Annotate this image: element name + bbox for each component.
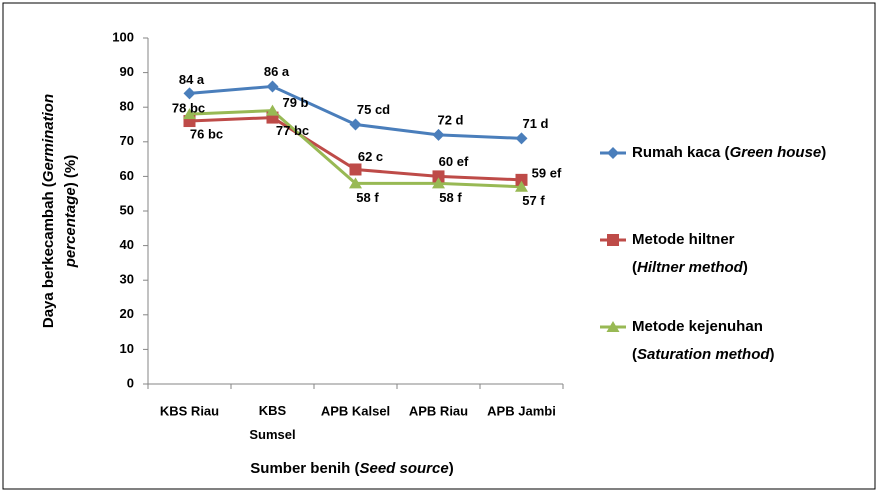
- x-tick-label: APB Jambi: [487, 403, 556, 418]
- point: [349, 177, 362, 189]
- x-tick-label: APB Riau: [409, 403, 468, 418]
- data-label: 72 d: [437, 112, 463, 127]
- point: [349, 118, 362, 131]
- point: [266, 80, 279, 93]
- data-label: 84 a: [179, 72, 205, 87]
- x-tick-label: KBS Sumsel: [249, 403, 295, 442]
- y-tick-label: 90: [120, 64, 134, 79]
- point: [607, 234, 619, 246]
- data-label: 59 ef: [532, 165, 562, 180]
- data-label: 77 bc: [276, 123, 309, 138]
- point: [183, 108, 196, 120]
- point: [183, 87, 196, 100]
- point: [606, 321, 620, 332]
- point: [432, 177, 445, 189]
- y-axis-title: Daya berkecambah (Germinationpercentage)…: [40, 94, 79, 328]
- y-tick-label: 80: [120, 99, 134, 114]
- y-tick-label: 20: [120, 306, 134, 321]
- data-label: 75 cd: [357, 102, 390, 117]
- x-tick-label: APB Kalsel: [321, 403, 390, 418]
- x-tick-label: KBS Riau: [160, 403, 219, 418]
- y-tick-label: 10: [120, 341, 134, 356]
- y-tick-label: 30: [120, 272, 134, 287]
- point: [266, 104, 279, 116]
- data-label: 86 a: [264, 64, 290, 79]
- y-tick-label: 100: [112, 29, 134, 44]
- point: [515, 132, 528, 145]
- data-label: 79 b: [282, 95, 308, 110]
- point: [432, 170, 445, 183]
- legend-label: Rumah kaca (Green house): [632, 144, 826, 161]
- data-label: 62 c: [358, 149, 383, 164]
- data-label: 60 ef: [439, 154, 469, 169]
- data-label: 78 bc: [172, 101, 205, 116]
- point: [515, 180, 528, 192]
- data-label: 58 f: [356, 190, 379, 205]
- legend-label: Metode kejenuhan (Saturation method): [632, 318, 775, 363]
- point: [349, 163, 362, 176]
- data-label: 76 bc: [190, 126, 223, 141]
- legend-label: Metode hiltner (Hiltner method): [632, 231, 748, 276]
- data-label: 57 f: [522, 193, 545, 208]
- data-label: 58 f: [439, 190, 462, 205]
- y-tick-label: 50: [120, 202, 134, 217]
- data-label: 71 d: [522, 116, 548, 131]
- y-tick-label: 40: [120, 237, 134, 252]
- point: [432, 128, 445, 141]
- x-axis-title: Sumber benih (Seed source): [250, 460, 453, 477]
- point: [515, 173, 528, 186]
- point: [607, 147, 619, 159]
- y-tick-label: 70: [120, 133, 134, 148]
- y-tick-label: 60: [120, 168, 134, 183]
- y-tick-label: 0: [127, 375, 134, 390]
